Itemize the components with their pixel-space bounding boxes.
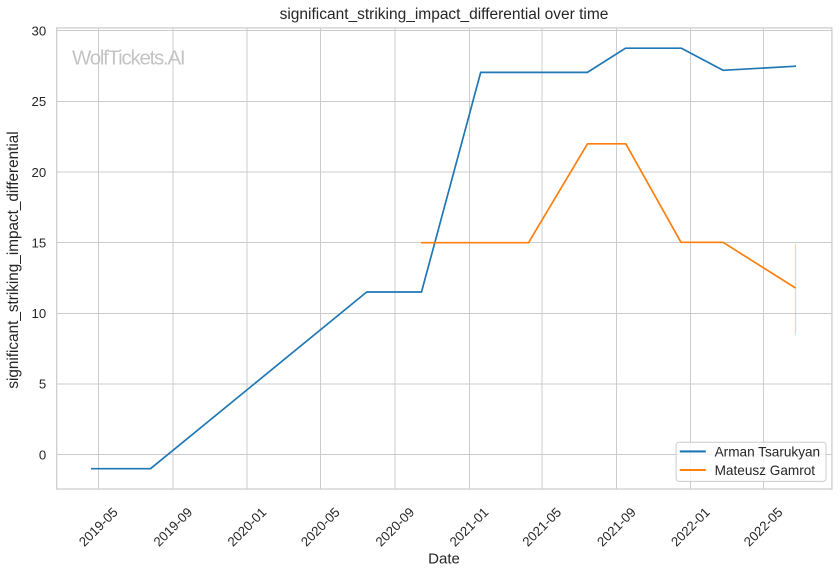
- svg-text:WolfTickets.AI: WolfTickets.AI: [72, 47, 184, 70]
- svg-text:Mateusz Gamrot: Mateusz Gamrot: [715, 463, 816, 478]
- svg-text:0: 0: [39, 447, 46, 462]
- svg-text:20: 20: [32, 165, 47, 180]
- svg-text:Date: Date: [428, 551, 460, 568]
- svg-text:significant_striking_impact_di: significant_striking_impact_differential…: [280, 6, 609, 23]
- svg-text:Arman Tsarukyan: Arman Tsarukyan: [715, 444, 821, 459]
- svg-text:significant_striking_impact_di: significant_striking_impact_differential: [5, 131, 22, 388]
- svg-text:30: 30: [32, 23, 47, 38]
- svg-text:15: 15: [32, 235, 47, 250]
- svg-text:10: 10: [32, 306, 47, 321]
- svg-text:5: 5: [39, 377, 46, 392]
- svg-text:25: 25: [32, 94, 47, 109]
